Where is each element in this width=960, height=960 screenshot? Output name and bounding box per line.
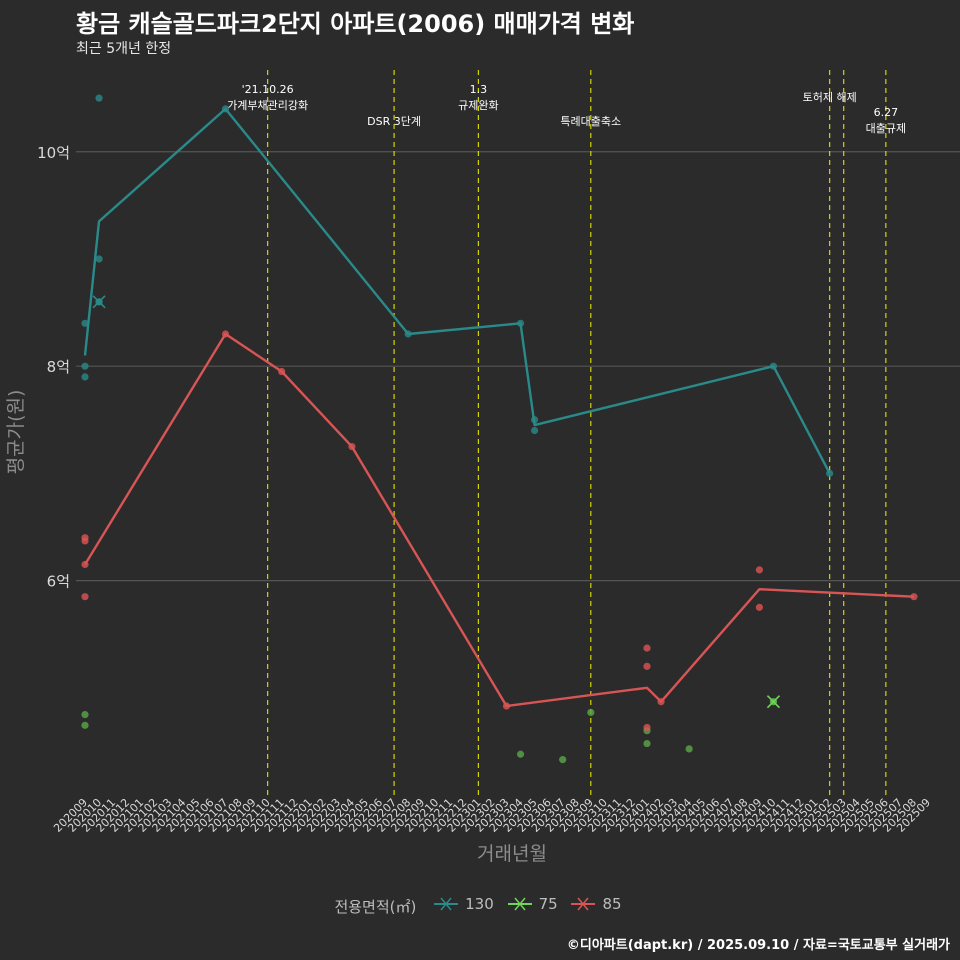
data-point-85: [81, 593, 89, 601]
y-tick-label: 8억: [47, 358, 70, 376]
cross-marker-75: [766, 695, 781, 709]
data-point-85: [643, 723, 651, 732]
chart-title: 황금 캐슬골드파크2단지 아파트(2006) 매매가격 변화: [76, 10, 635, 38]
data-point-130: [95, 94, 103, 102]
legend-key-85-icon: [571, 897, 596, 911]
chart-subtitle: 최근 5개년 한정: [76, 41, 172, 57]
data-point-85: [81, 537, 89, 545]
data-point-75: [587, 708, 595, 717]
legend-item-130: 130: [433, 895, 494, 913]
data-point-85: [755, 603, 764, 611]
legend-label-75: 75: [538, 895, 558, 913]
legend-label-85: 85: [602, 895, 622, 913]
legend-item-75: 75: [507, 895, 558, 913]
event-label: DSR 3단계: [367, 115, 421, 128]
data-point-85: [755, 566, 764, 574]
event-label: 1.3: [470, 83, 488, 96]
legend-key-75-icon: [507, 897, 532, 911]
data-point-130: [531, 426, 539, 435]
source-caption: ©디아파트(dapt.kr) / 2025.09.10 / 자료=국토교통부 실…: [566, 938, 950, 953]
data-point-75: [643, 739, 651, 748]
legend-label-130: 130: [465, 895, 494, 913]
data-point-130: [95, 255, 103, 263]
event-label: 토허제 해제: [803, 90, 857, 104]
data-point-75: [559, 756, 567, 764]
series-line-85: [83, 332, 915, 708]
event-label: 대출규제: [866, 122, 906, 135]
y-axis-title: 평균가(원): [5, 390, 27, 475]
cross-stroke: [92, 295, 106, 309]
y-tick-label: 10억: [37, 144, 70, 162]
data-point-130: [81, 319, 89, 327]
series-line-130: [83, 107, 831, 474]
cross-marker-130: [92, 295, 106, 309]
event-label: 6.27: [874, 106, 899, 119]
data-point-85: [643, 644, 651, 652]
data-point-75: [685, 745, 693, 753]
data-point-130: [81, 362, 89, 370]
legend-title: 전용면적(㎡): [334, 898, 417, 916]
data-point-75: [81, 710, 89, 719]
event-label: 특례대출축소: [560, 115, 621, 128]
event-label: 규제완화: [458, 99, 498, 112]
data-point-75: [516, 750, 525, 758]
data-point-130: [81, 373, 89, 381]
event-label: '21.10.26: [242, 83, 294, 96]
y-tick-label: 6억: [47, 573, 70, 591]
legend: 전용면적(㎡) 130 75 85: [0, 895, 960, 917]
legend-key-130-icon: [434, 897, 459, 911]
event-label: 가계부채관리강화: [227, 99, 308, 112]
data-point-75: [81, 721, 89, 729]
cross-stroke: [766, 695, 781, 709]
data-point-85: [643, 662, 651, 670]
legend-item-85: 85: [570, 895, 622, 913]
x-axis-title: 거래년월: [477, 843, 547, 865]
